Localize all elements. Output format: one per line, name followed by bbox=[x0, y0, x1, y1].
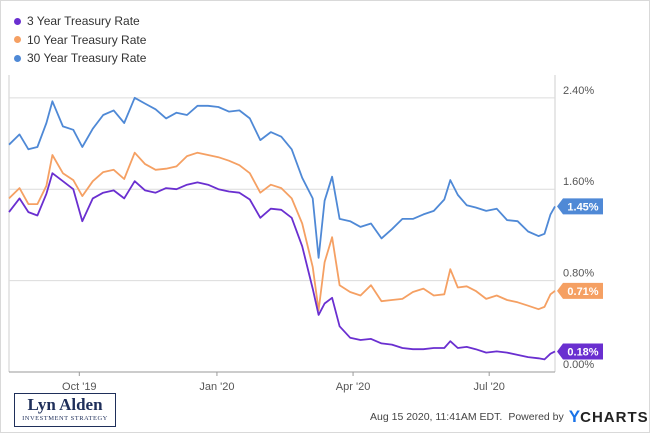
x-tick-label: Jul '20 bbox=[473, 381, 504, 393]
y-tick-label: 1.60% bbox=[563, 176, 594, 188]
series-line bbox=[8, 96, 556, 259]
legend-label-30y: 30 Year Treasury Rate bbox=[27, 51, 147, 66]
x-tick-label: Jan '20 bbox=[199, 381, 234, 393]
legend-label-10y: 10 Year Treasury Rate bbox=[27, 32, 147, 47]
legend: 3 Year Treasury Rate 10 Year Treasury Ra… bbox=[14, 12, 146, 68]
legend-item-3y[interactable]: 3 Year Treasury Rate bbox=[14, 12, 146, 31]
x-tick-label: Apr '20 bbox=[336, 381, 371, 393]
timestamp: Aug 15 2020, 11:41AM EDT. bbox=[370, 411, 503, 423]
last-value-label: 0.18% bbox=[567, 346, 598, 358]
legend-item-10y[interactable]: 10 Year Treasury Rate bbox=[14, 31, 146, 50]
legend-item-30y[interactable]: 30 Year Treasury Rate bbox=[14, 49, 146, 68]
last-value-label: 1.45% bbox=[567, 201, 598, 213]
y-tick-label: 2.40% bbox=[563, 85, 594, 97]
last-value-badge bbox=[557, 343, 603, 360]
series-line bbox=[8, 172, 556, 361]
legend-marker-3y bbox=[14, 17, 21, 25]
legend-marker-10y bbox=[14, 36, 21, 44]
last-value-badge bbox=[557, 282, 603, 299]
y-tick-label: 0.80% bbox=[563, 268, 594, 280]
logo-subtitle: INVESTMENT STRATEGY bbox=[22, 415, 108, 422]
ycharts-logo-text[interactable]: CHARTS bbox=[580, 408, 649, 426]
last-value-label: 0.71% bbox=[567, 286, 598, 298]
y-tick-label: 0.00% bbox=[563, 359, 594, 371]
x-tick-label: Oct '19 bbox=[62, 381, 97, 393]
legend-label-3y: 3 Year Treasury Rate bbox=[27, 14, 140, 29]
last-value-badge bbox=[557, 198, 603, 215]
series-line bbox=[8, 151, 556, 312]
lyn-alden-logo: Lyn Alden INVESTMENT STRATEGY bbox=[14, 393, 116, 427]
ycharts-logo-y[interactable]: Y bbox=[568, 407, 581, 426]
footer: Aug 15 2020, 11:41AM EDT. Powered by Y C… bbox=[370, 407, 649, 427]
legend-marker-30y bbox=[14, 54, 21, 62]
powered-by-text: Powered by bbox=[508, 411, 564, 423]
logo-title: Lyn Alden bbox=[27, 395, 103, 414]
